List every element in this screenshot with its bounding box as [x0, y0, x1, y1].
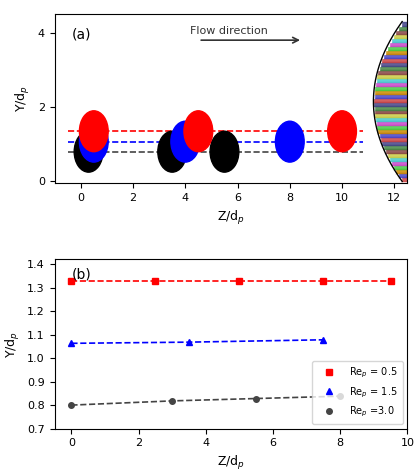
- Circle shape: [79, 121, 108, 162]
- Y-axis label: Y/d$_p$: Y/d$_p$: [4, 331, 21, 357]
- Circle shape: [171, 121, 200, 162]
- Line: Re$_p$ = 1.5: Re$_p$ = 1.5: [68, 337, 326, 346]
- Legend: Re$_p$ = 0.5, Re$_p$ = 1.5, Re$_p$ =3.0: Re$_p$ = 0.5, Re$_p$ = 1.5, Re$_p$ =3.0: [312, 361, 402, 424]
- Line: Re$_p$ =3.0: Re$_p$ =3.0: [68, 393, 343, 408]
- Circle shape: [79, 111, 108, 152]
- Re$_p$ = 1.5: [69, 341, 74, 346]
- Line: Re$_p$ = 0.5: Re$_p$ = 0.5: [68, 278, 394, 284]
- X-axis label: Z/d$_p$: Z/d$_p$: [217, 454, 245, 471]
- Re$_p$ = 1.5: [186, 339, 192, 345]
- Re$_p$ = 0.5: [321, 278, 326, 284]
- Y-axis label: Y/d$_p$: Y/d$_p$: [14, 85, 32, 112]
- Text: (a): (a): [72, 28, 92, 41]
- Re$_p$ = 0.5: [237, 278, 242, 284]
- Re$_p$ = 0.5: [388, 278, 393, 284]
- Re$_p$ = 0.5: [69, 278, 74, 284]
- X-axis label: Z/d$_p$: Z/d$_p$: [217, 209, 245, 227]
- Circle shape: [74, 131, 103, 172]
- Circle shape: [184, 111, 213, 152]
- Re$_p$ = 0.5: [153, 278, 158, 284]
- Re$_p$ =3.0: [69, 402, 74, 408]
- Circle shape: [328, 111, 357, 152]
- Circle shape: [210, 131, 239, 172]
- Text: (b): (b): [72, 268, 92, 282]
- Re$_p$ =3.0: [170, 398, 175, 404]
- Re$_p$ =3.0: [254, 396, 259, 401]
- Re$_p$ = 1.5: [321, 337, 326, 342]
- Circle shape: [276, 121, 304, 162]
- Circle shape: [158, 131, 186, 172]
- Re$_p$ =3.0: [338, 393, 343, 399]
- Text: Flow direction: Flow direction: [191, 26, 268, 36]
